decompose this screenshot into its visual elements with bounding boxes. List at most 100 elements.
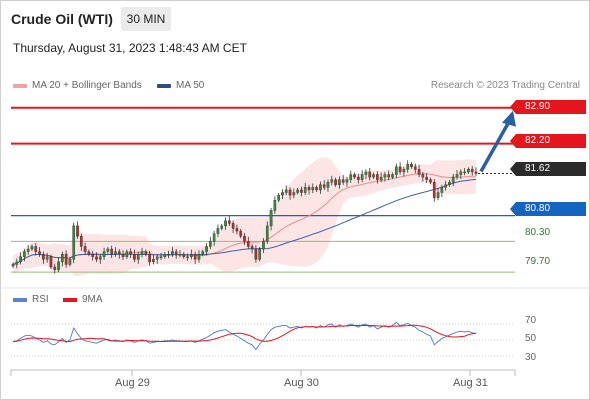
ma20-swatch	[13, 83, 27, 88]
candle-down	[110, 248, 114, 255]
candle-down	[133, 253, 136, 260]
candle-down	[53, 266, 57, 270]
rsi-tick-30: 30	[525, 352, 537, 363]
level-label-s3: 79.70	[516, 255, 586, 269]
candle-down	[235, 228, 239, 232]
candle-down	[121, 253, 125, 257]
candle-down	[315, 187, 318, 191]
level-value-r1: 82.20	[525, 135, 551, 146]
x-label-aug31: Aug 31	[453, 377, 488, 389]
candle-down	[288, 189, 292, 196]
candle-up	[349, 174, 353, 180]
level-pointer	[510, 134, 516, 148]
candle-up	[45, 256, 49, 260]
candle-up	[159, 256, 163, 258]
candle-down	[432, 182, 436, 198]
candle-down	[174, 251, 178, 255]
candle-up	[277, 194, 280, 201]
candle-down	[322, 184, 326, 188]
candle-up	[459, 171, 463, 175]
candle-up	[455, 174, 459, 178]
candle-down	[64, 253, 68, 265]
candle-down	[410, 164, 413, 168]
candle-down	[91, 253, 95, 257]
candle-up	[224, 220, 227, 227]
credit-text: Research © 2023 Trading Central	[430, 80, 580, 91]
candle-down	[49, 256, 53, 268]
level-label-current: 81.62	[510, 162, 586, 176]
candle-up	[61, 253, 64, 263]
candle-up	[23, 251, 26, 257]
candle-down	[353, 174, 356, 178]
instrument-title: Crude Oil (WTI)	[11, 11, 113, 27]
candle-up	[178, 253, 182, 256]
candle-down	[300, 189, 303, 193]
candle-down	[357, 176, 360, 180]
candle-up	[379, 176, 383, 180]
rsi-tick-70: 70	[525, 315, 537, 326]
candle-up	[125, 251, 129, 257]
candle-up	[406, 164, 410, 170]
candle-down	[375, 174, 379, 180]
ma20-legend-label: MA 20 + Bollinger Bands	[32, 80, 142, 91]
candle-down	[193, 253, 197, 260]
level-value-s1: 80.80	[525, 203, 551, 214]
candle-down	[341, 179, 345, 183]
candle-down	[129, 251, 132, 255]
candle-down	[231, 223, 235, 229]
candle-up	[57, 261, 60, 270]
candle-down	[148, 253, 151, 263]
candle-down	[413, 166, 417, 170]
candle-up	[436, 192, 440, 198]
candle-up	[273, 200, 277, 211]
level-label-r1: 82.20	[510, 134, 586, 148]
level-value-current: 81.62	[525, 163, 551, 174]
candle-up	[330, 179, 334, 183]
candle-up	[319, 184, 322, 191]
candle-up	[303, 187, 307, 193]
timeframe-button[interactable]: 30 MIN	[121, 7, 171, 31]
x-label-aug30: Aug 30	[284, 377, 319, 389]
candle-down	[250, 246, 254, 250]
candle-down	[254, 248, 258, 260]
candle-up	[265, 225, 269, 242]
level-label-s2: 80.30	[516, 226, 586, 240]
candle-up	[269, 210, 273, 227]
candle-up	[30, 246, 34, 250]
candle-down	[246, 241, 250, 247]
candle-up	[98, 256, 102, 260]
candle-up	[372, 174, 375, 178]
candle-up	[440, 187, 444, 193]
candle-up	[364, 171, 368, 175]
candle-up	[201, 251, 205, 255]
legend-ma20: MA 20 + Bollinger Bands	[13, 80, 142, 91]
candle-up	[326, 182, 330, 188]
level-value-s3: 79.70	[525, 256, 551, 267]
candle-up	[209, 241, 212, 247]
candle-down	[38, 251, 41, 255]
rsi-line	[12, 321, 477, 351]
candle-down	[87, 251, 91, 255]
rsi-ma-legend-label: 9MA	[82, 294, 103, 305]
rsi-ma-swatch	[63, 297, 77, 302]
legend-rsi: RSI	[13, 294, 49, 305]
candle-up	[140, 251, 144, 255]
candle-up	[402, 169, 406, 173]
ma50-swatch	[157, 83, 171, 88]
ma50-legend-label: MA 50	[176, 80, 205, 91]
candle-up	[152, 259, 155, 263]
candle-up	[186, 256, 189, 258]
ma50-line	[12, 179, 477, 265]
candle-up	[284, 189, 288, 193]
candle-up	[19, 256, 22, 263]
candle-down	[144, 251, 148, 255]
candle-up	[197, 253, 201, 260]
candle-up	[338, 179, 341, 185]
candle-up	[205, 246, 208, 252]
level-label-s1: 80.80	[510, 202, 586, 216]
candle-up	[296, 189, 299, 193]
candle-down	[334, 179, 337, 185]
candle-down	[239, 230, 243, 237]
candle-down	[243, 235, 246, 242]
candle-up	[102, 251, 106, 257]
